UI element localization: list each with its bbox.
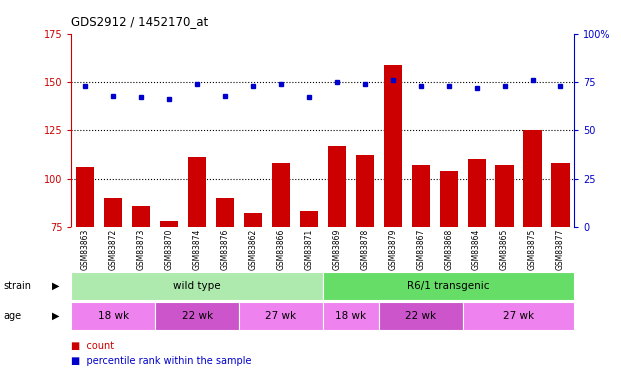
Text: ■  count: ■ count	[71, 340, 114, 351]
Text: GSM83874: GSM83874	[193, 229, 202, 270]
Bar	[216, 198, 234, 227]
Text: R6/1 transgenic: R6/1 transgenic	[407, 281, 490, 291]
Bar	[188, 158, 206, 227]
Text: ▶: ▶	[52, 281, 59, 291]
Bar	[244, 213, 262, 227]
Text: strain: strain	[3, 281, 31, 291]
Bar	[384, 64, 402, 227]
Bar	[71, 272, 323, 300]
Text: GSM83871: GSM83871	[304, 229, 314, 270]
Bar	[463, 302, 574, 330]
Text: wild type: wild type	[173, 281, 221, 291]
Text: GSM83864: GSM83864	[472, 229, 481, 270]
Bar	[239, 302, 323, 330]
Bar	[412, 165, 430, 227]
Bar	[440, 171, 458, 227]
Bar	[496, 165, 514, 227]
Text: 22 wk: 22 wk	[181, 311, 213, 321]
Bar	[379, 302, 463, 330]
Text: 22 wk: 22 wk	[405, 311, 437, 321]
Bar	[468, 159, 486, 227]
Text: GSM83862: GSM83862	[248, 229, 258, 270]
Text: 18 wk: 18 wk	[97, 311, 129, 321]
Bar	[323, 302, 379, 330]
Text: GSM83863: GSM83863	[81, 229, 90, 270]
Text: GSM83867: GSM83867	[416, 229, 425, 270]
Text: 18 wk: 18 wk	[335, 311, 366, 321]
Bar	[300, 211, 318, 227]
Bar	[356, 155, 374, 227]
Text: GDS2912 / 1452170_at: GDS2912 / 1452170_at	[71, 15, 209, 28]
Bar	[272, 163, 290, 227]
Text: GSM83879: GSM83879	[388, 229, 397, 270]
Text: 27 wk: 27 wk	[265, 311, 297, 321]
Bar	[104, 198, 122, 227]
Bar	[524, 130, 542, 227]
Text: GSM83873: GSM83873	[137, 229, 146, 270]
Text: 27 wk: 27 wk	[503, 311, 534, 321]
Bar	[132, 206, 150, 227]
Bar	[551, 163, 569, 227]
Bar	[160, 221, 178, 227]
Text: GSM83878: GSM83878	[360, 229, 369, 270]
Text: age: age	[3, 311, 21, 321]
Text: GSM83870: GSM83870	[165, 229, 174, 270]
Bar	[323, 272, 574, 300]
Text: GSM83866: GSM83866	[276, 229, 286, 270]
Text: GSM83875: GSM83875	[528, 229, 537, 270]
Text: GSM83869: GSM83869	[332, 229, 342, 270]
Bar	[76, 167, 94, 227]
Bar	[155, 302, 239, 330]
Text: ■  percentile rank within the sample: ■ percentile rank within the sample	[71, 356, 252, 366]
Text: GSM83877: GSM83877	[556, 229, 565, 270]
Text: GSM83876: GSM83876	[220, 229, 230, 270]
Text: GSM83865: GSM83865	[500, 229, 509, 270]
Text: GSM83868: GSM83868	[444, 229, 453, 270]
Text: GSM83872: GSM83872	[109, 229, 118, 270]
Bar	[328, 146, 346, 227]
Text: ▶: ▶	[52, 311, 59, 321]
Bar	[71, 302, 155, 330]
